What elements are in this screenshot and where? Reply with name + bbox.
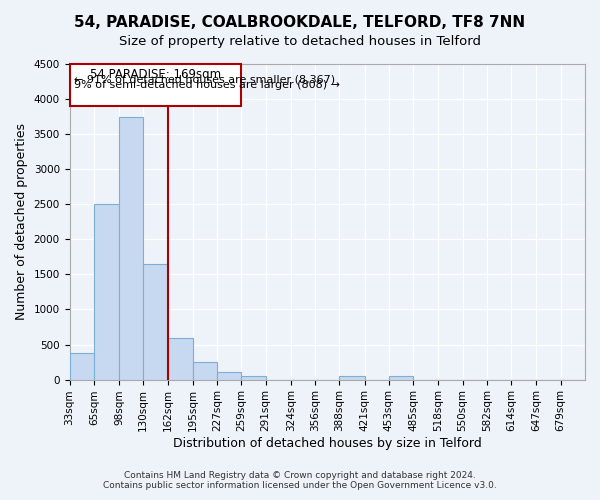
Bar xyxy=(217,372,241,380)
Text: Size of property relative to detached houses in Telford: Size of property relative to detached ho… xyxy=(119,35,481,48)
Bar xyxy=(94,204,119,380)
Bar xyxy=(340,376,365,380)
Bar xyxy=(143,264,167,380)
Text: ← 91% of detached houses are smaller (8,367): ← 91% of detached houses are smaller (8,… xyxy=(74,74,335,84)
Bar xyxy=(70,353,94,380)
Bar xyxy=(193,362,217,380)
Bar xyxy=(70,64,241,106)
Text: 9% of semi-detached houses are larger (808) →: 9% of semi-detached houses are larger (8… xyxy=(74,80,340,90)
Y-axis label: Number of detached properties: Number of detached properties xyxy=(15,124,28,320)
Bar xyxy=(119,116,143,380)
Text: 54, PARADISE, COALBROOKDALE, TELFORD, TF8 7NN: 54, PARADISE, COALBROOKDALE, TELFORD, TF… xyxy=(74,15,526,30)
X-axis label: Distribution of detached houses by size in Telford: Distribution of detached houses by size … xyxy=(173,437,482,450)
Bar xyxy=(167,338,193,380)
Text: 54 PARADISE: 169sqm: 54 PARADISE: 169sqm xyxy=(90,68,221,81)
Bar xyxy=(241,376,266,380)
Bar xyxy=(389,376,413,380)
Text: Contains HM Land Registry data © Crown copyright and database right 2024.
Contai: Contains HM Land Registry data © Crown c… xyxy=(103,470,497,490)
